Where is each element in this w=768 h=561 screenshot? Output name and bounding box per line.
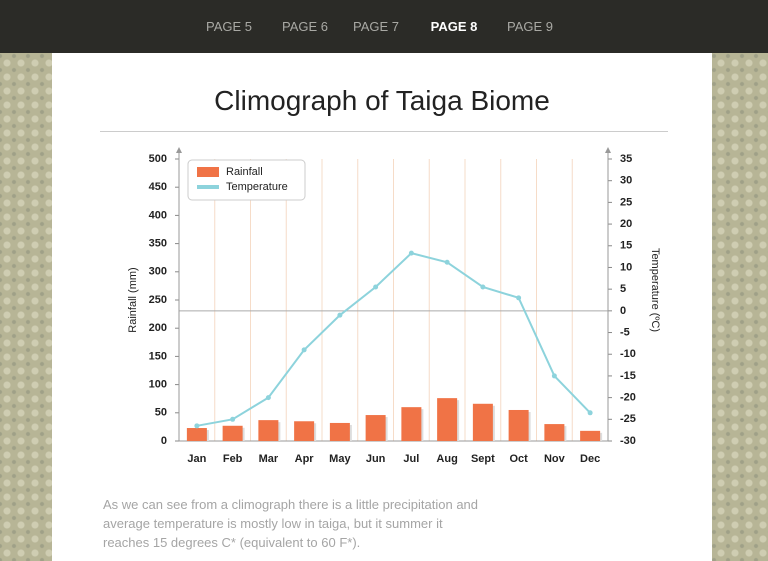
x-tick-label: Mar [259,453,279,465]
paragraph-line: reaches 15 degrees C* (equivalent to 60 … [103,535,361,550]
bar [329,422,350,441]
y2-tick-label: -10 [620,348,636,360]
y2-tick-label: -15 [620,370,636,382]
bar [365,415,386,441]
point [551,373,557,379]
x-tick-label: Apr [295,453,315,465]
bar [186,428,207,441]
nav-link[interactable]: PAGE 5 [205,19,253,34]
legend-swatch [197,185,219,189]
y2-tick-label: -5 [620,326,630,338]
nav-bar: PAGE 5 PAGE 6 PAGE 7 PAGE 8 PAGE 9 [0,0,768,53]
y2-tick-label: -25 [620,413,636,425]
y2-tick-label: 30 [620,175,632,187]
nav-link[interactable]: PAGE 8 [430,19,478,34]
bar [222,425,243,441]
y-tick-label: 300 [149,266,167,278]
y2-tick-label: -20 [620,392,636,404]
x-tick-label: Nov [544,453,566,465]
y2-tick-label: 5 [620,283,626,295]
x-tick-label: Aug [436,453,457,465]
x-tick-label: Dec [580,453,600,465]
heading: Climograph of Taiga Biome [214,85,550,116]
bar [294,421,315,441]
point [301,347,307,353]
x-tick-label: Sept [471,453,495,465]
legend-swatch [197,167,219,177]
x-tick-label: Oct [509,453,528,465]
y-tick-label: 150 [149,350,167,362]
y-axis-label: Rainfall (mm) [127,267,139,332]
paragraph-line: As we can see from a climograph there is… [103,497,479,512]
x-tick-label: Jun [366,453,386,465]
bar [401,407,422,441]
content-panel: Climograph of Taiga Biome As we can see … [52,53,712,561]
y-tick-label: 250 [149,294,167,306]
point [265,395,271,401]
x-tick-label: Jul [403,453,419,465]
nav-link[interactable]: PAGE 7 [352,19,400,34]
bar [508,409,529,441]
paragraph: As we can see from a climograph there is… [103,495,478,552]
y-axis-arrow [176,147,182,153]
separator [100,131,668,132]
point [408,250,414,256]
bar [437,398,458,441]
y-tick-label: 0 [161,435,167,447]
y2-axis-arrow [605,147,611,153]
y2-tick-label: 10 [620,261,632,273]
point [516,295,522,301]
y-tick-label: 200 [149,322,167,334]
y2-tick-label: 25 [620,196,632,208]
y2-tick-label: 15 [620,240,632,252]
y-tick-label: 400 [149,209,167,221]
y2-tick-label: 35 [620,153,632,165]
point [230,416,236,422]
point [337,312,343,318]
point [587,410,593,416]
legend-label: Rainfall [226,166,263,178]
nav-link[interactable]: PAGE 9 [506,19,554,34]
y-tick-label: 500 [149,153,167,165]
point [373,284,379,290]
y2-tick-label: -30 [620,435,636,447]
y-tick-label: 100 [149,379,167,391]
legend-label: Temperature [226,181,288,193]
y2-tick-label: 20 [620,218,632,230]
x-tick-label: Jan [187,453,206,465]
y-tick-label: 350 [149,238,167,250]
bar [544,424,565,441]
y-tick-label: 450 [149,181,167,193]
y-tick-label: 50 [155,407,167,419]
nav-link[interactable]: PAGE 6 [281,19,329,34]
point [444,259,450,265]
bar [580,430,601,441]
point [480,284,486,290]
x-tick-label: Feb [223,453,243,465]
x-tick-label: May [329,453,351,465]
temperature-line [196,252,591,427]
bar [472,403,493,441]
paragraph-line: average temperature is mostly low in tai… [103,516,443,531]
bar [258,420,279,441]
y2-tick-label: 0 [620,305,626,317]
point [194,423,200,429]
y2-axis-label: Temperature (ºC) [649,248,661,332]
